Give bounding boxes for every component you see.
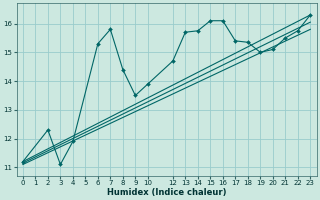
- X-axis label: Humidex (Indice chaleur): Humidex (Indice chaleur): [107, 188, 226, 197]
